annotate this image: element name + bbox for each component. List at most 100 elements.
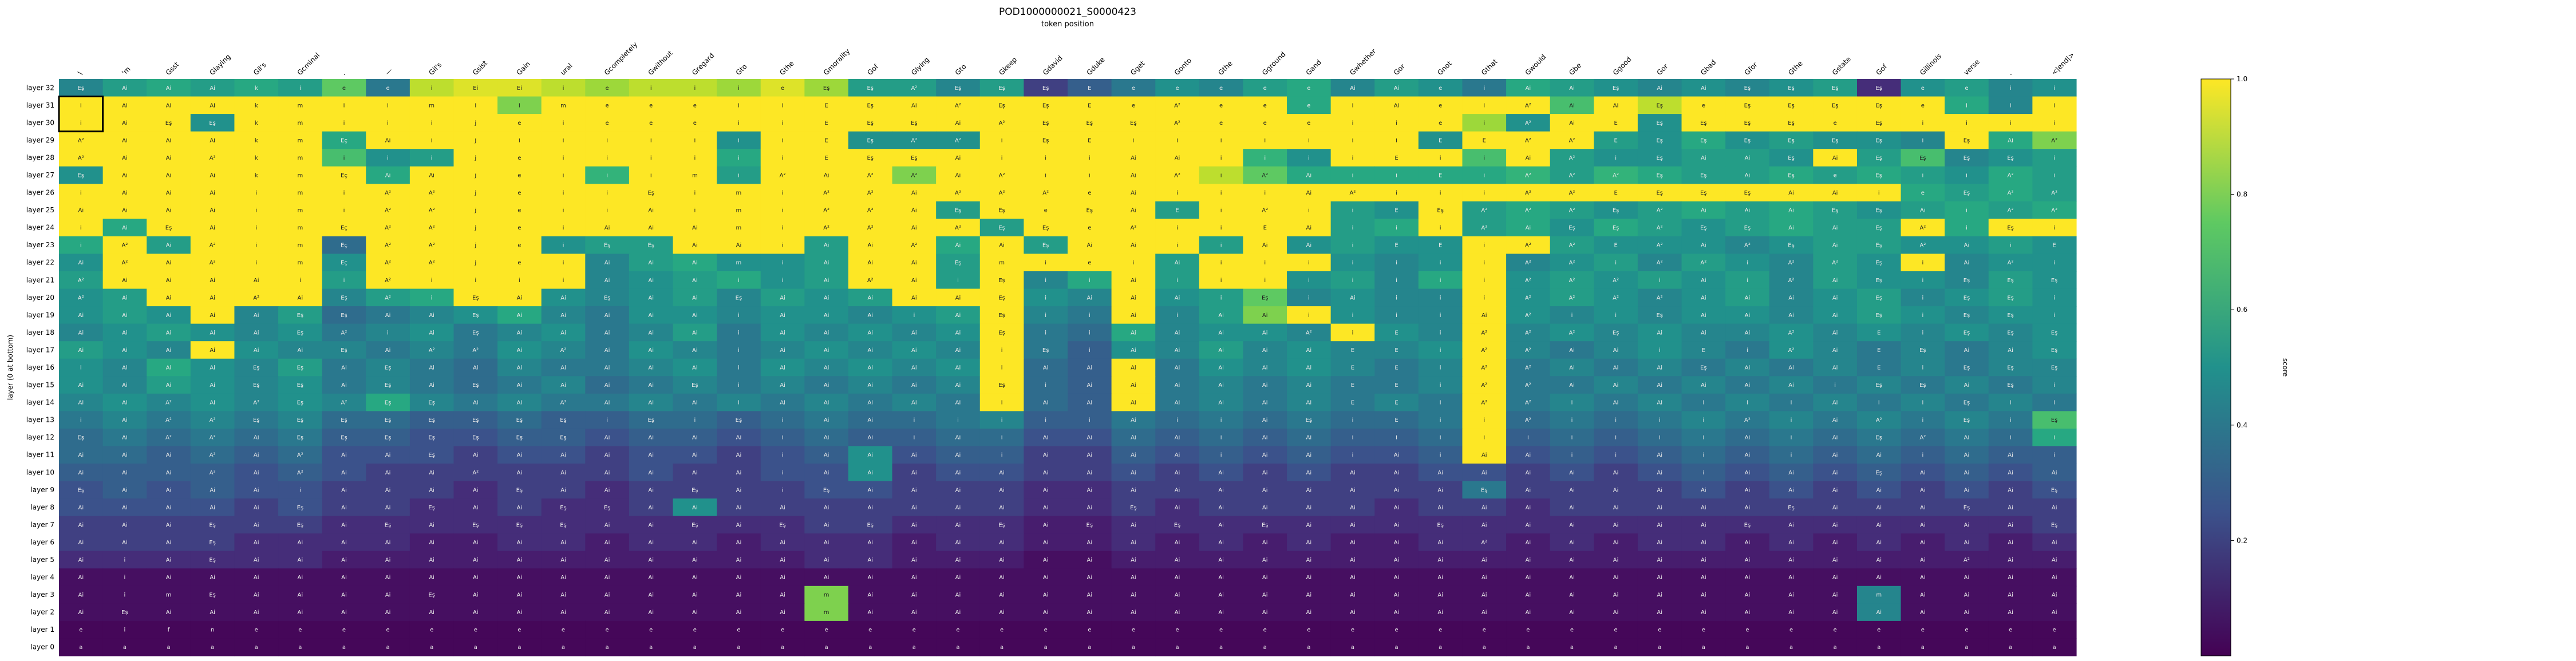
heatmap-cell — [1637, 464, 1682, 482]
heatmap-cell — [1287, 79, 1332, 97]
cell-label: Eş — [472, 295, 479, 301]
cell-label: E — [1439, 243, 1442, 249]
heatmap-cell — [1550, 131, 1594, 149]
cell-label: i — [387, 155, 389, 161]
heatmap-cell — [1330, 516, 1375, 534]
cell-label: i — [563, 120, 564, 126]
heatmap-cell — [892, 498, 937, 517]
heatmap-cell — [278, 219, 323, 237]
heatmap-cell — [1594, 341, 1638, 359]
y-tick-label: layer 9 — [30, 486, 54, 494]
cell-label: Ai — [1218, 312, 1224, 319]
cell-label: Eş — [867, 102, 874, 109]
heatmap-cell — [1813, 603, 1858, 622]
cell-label: i — [1352, 417, 1354, 423]
cell-label: i — [387, 102, 389, 109]
heatmap-cell — [1769, 96, 1814, 114]
heatmap-cell — [1901, 271, 1945, 290]
cell-label: i — [694, 417, 696, 423]
cell-label: i — [80, 225, 82, 231]
cell-label: A² — [999, 120, 1005, 126]
cell-label: e — [1965, 627, 1968, 634]
heatmap-cell — [278, 568, 323, 587]
cell-label: i — [1352, 435, 1354, 441]
heatmap-cell — [1988, 428, 2033, 447]
cell-label: Eş — [1875, 120, 1882, 126]
heatmap-cell — [585, 184, 630, 202]
cell-label: Ai — [1218, 347, 1224, 354]
heatmap-cell — [1418, 638, 1463, 656]
cell-label: Ai — [1701, 85, 1706, 92]
cell-label: Eş — [823, 85, 830, 92]
cell-label: i — [1045, 173, 1046, 179]
heatmap-cell — [1155, 568, 1200, 587]
heatmap-cell — [892, 516, 937, 534]
x-tick-label: Gthat — [1480, 57, 1499, 77]
heatmap-cell — [278, 236, 323, 255]
heatmap-cell — [1681, 288, 1726, 307]
y-tick-label: layer 31 — [26, 101, 54, 109]
cell-label: m — [297, 225, 303, 231]
cell-label: e — [517, 120, 521, 126]
heatmap-cell — [717, 620, 761, 639]
heatmap-cell — [190, 149, 235, 167]
cell-label: Eş — [1875, 260, 1882, 266]
cell-label: A² — [210, 470, 216, 476]
cell-label: Ai — [1131, 452, 1136, 458]
cell-label: Ai — [1175, 295, 1180, 301]
heatmap-cell — [1155, 585, 1200, 604]
heatmap-cell — [453, 114, 498, 132]
cell-label: i — [1396, 190, 1397, 196]
cell-label: Ai — [1262, 470, 1268, 476]
heatmap-cell — [585, 428, 630, 447]
cell-label: Ai — [298, 557, 303, 564]
heatmap-cell — [59, 79, 104, 97]
cell-label: i — [431, 85, 433, 92]
heatmap-cell — [409, 376, 455, 394]
cell-label: e — [1088, 627, 1091, 634]
cell-label: i — [80, 417, 82, 423]
heatmap-cell — [366, 428, 410, 447]
cell-label: Ai — [911, 452, 917, 458]
cell-label: i — [1702, 452, 1704, 458]
heatmap-cell — [1681, 516, 1726, 534]
cell-label: Ai — [1920, 540, 1926, 546]
cell-label: Eş — [998, 295, 1005, 301]
heatmap-cell — [1681, 149, 1726, 167]
heatmap-cell — [848, 533, 893, 552]
heatmap-cell — [1945, 306, 1989, 324]
cell-label: i — [1527, 435, 1529, 441]
cell-label: Ai — [1613, 347, 1619, 354]
cell-label: Ai — [166, 102, 172, 109]
heatmap-cell — [1418, 620, 1463, 639]
heatmap-cell — [585, 79, 630, 97]
cell-label: Eş — [1875, 295, 1882, 301]
heatmap-cell — [322, 114, 366, 132]
cell-label: Eş — [1963, 505, 1970, 511]
cell-label: Ai — [1701, 592, 1706, 599]
cell-label: Eş — [209, 557, 216, 564]
cell-label: Ai — [911, 365, 917, 371]
cell-label: Ai — [780, 575, 785, 581]
cell-label: i — [606, 208, 608, 214]
cell-label: e — [693, 102, 697, 109]
cell-label: Eş — [2007, 382, 2014, 389]
cell-label: Ai — [1832, 347, 1838, 354]
cell-label: Ai — [341, 365, 347, 371]
x-tick-label: Glying — [910, 56, 931, 77]
cell-label: a — [781, 644, 784, 651]
cell-label: Ai — [1175, 347, 1180, 354]
cell-label: e — [1307, 627, 1310, 634]
cell-label: Eş — [1568, 225, 1575, 231]
cell-label: Ai — [1569, 505, 1575, 511]
cell-label: Eş — [647, 190, 654, 196]
heatmap-cell — [979, 166, 1024, 184]
heatmap-cell — [190, 219, 235, 237]
heatmap-cell — [673, 184, 717, 202]
cell-label: i — [299, 85, 301, 92]
cell-label: Ai — [210, 137, 215, 144]
heatmap-cell — [1111, 446, 1156, 464]
cell-label: i — [2053, 120, 2055, 126]
heatmap-cell — [1856, 568, 1902, 587]
heatmap-cell — [190, 411, 235, 429]
